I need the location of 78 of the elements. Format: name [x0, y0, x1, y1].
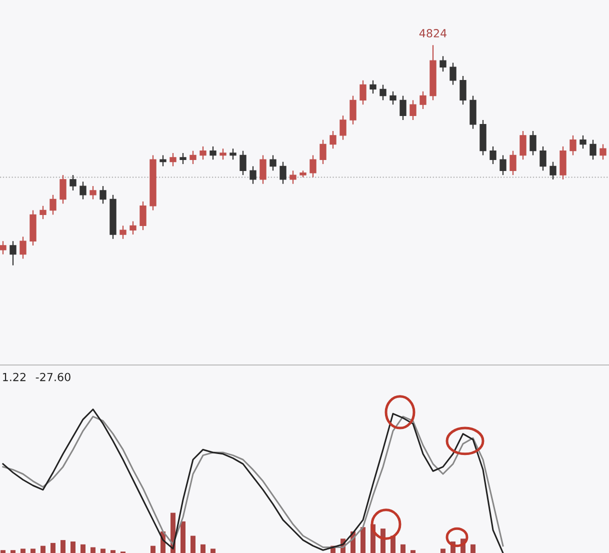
candlestick	[120, 225, 126, 240]
bar	[30, 548, 36, 553]
candlestick	[220, 148, 226, 160]
candlestick	[230, 148, 236, 160]
bar	[10, 550, 16, 553]
candlestick	[90, 186, 96, 200]
bar	[470, 544, 476, 553]
candlestick	[60, 174, 66, 204]
bar	[20, 548, 26, 553]
bar	[400, 544, 406, 553]
bar	[90, 547, 96, 553]
candlestick	[40, 205, 46, 220]
bar	[0, 550, 6, 553]
candlestick	[320, 139, 326, 165]
candlestick	[450, 62, 456, 86]
candlestick	[190, 150, 196, 165]
candlestick	[460, 75, 466, 106]
text: -27.60	[36, 372, 70, 382]
candlestick	[280, 161, 286, 184]
candlestick	[50, 194, 56, 216]
candlestick	[140, 200, 146, 231]
candlestick	[420, 90, 426, 110]
candlestick	[600, 144, 606, 160]
candlestick	[580, 134, 586, 150]
candlestick	[270, 154, 276, 172]
candlestick	[200, 146, 206, 160]
bar	[50, 542, 56, 553]
candlestick	[250, 166, 256, 184]
bar	[100, 548, 106, 553]
bar	[40, 546, 46, 553]
candlestick	[360, 80, 366, 106]
bar	[210, 548, 216, 553]
candlestick	[210, 146, 216, 160]
bar	[110, 550, 116, 553]
bar	[70, 542, 76, 553]
candlestick	[500, 154, 506, 176]
candlestick	[310, 154, 316, 178]
candlestick	[510, 150, 516, 176]
candlestick	[20, 236, 26, 260]
text: 4824	[419, 29, 447, 38]
bar	[60, 540, 66, 553]
candlestick	[570, 134, 576, 156]
candlestick	[260, 154, 266, 184]
candlestick	[440, 56, 446, 72]
candlestick	[350, 95, 356, 125]
bar	[360, 527, 366, 553]
bar	[410, 550, 416, 553]
candlestick	[290, 170, 296, 184]
candlestick	[550, 161, 556, 180]
candlestick	[340, 115, 346, 140]
candlestick	[100, 186, 106, 204]
bar	[440, 548, 446, 553]
bar	[200, 544, 206, 553]
candlestick	[590, 139, 596, 160]
candlestick	[370, 80, 376, 94]
candlestick	[160, 154, 166, 167]
candlestick	[80, 181, 86, 200]
text: 1.22	[3, 372, 26, 382]
candlestick	[180, 152, 186, 165]
bar	[190, 536, 196, 553]
candlestick	[240, 150, 246, 176]
candlestick	[330, 130, 336, 150]
candlestick	[410, 100, 416, 121]
candlestick	[400, 95, 406, 121]
candlestick	[130, 220, 136, 236]
candlestick	[490, 146, 496, 165]
bar	[180, 521, 186, 553]
candlestick	[530, 130, 536, 156]
candlestick	[540, 146, 546, 172]
bar	[80, 544, 86, 553]
candlestick	[520, 130, 526, 160]
candlestick	[380, 84, 386, 101]
candlestick	[170, 152, 176, 167]
candlestick	[0, 240, 6, 255]
candlestick	[70, 174, 76, 192]
bar	[150, 546, 156, 553]
candlestick	[10, 240, 16, 266]
candlestick	[390, 90, 396, 106]
